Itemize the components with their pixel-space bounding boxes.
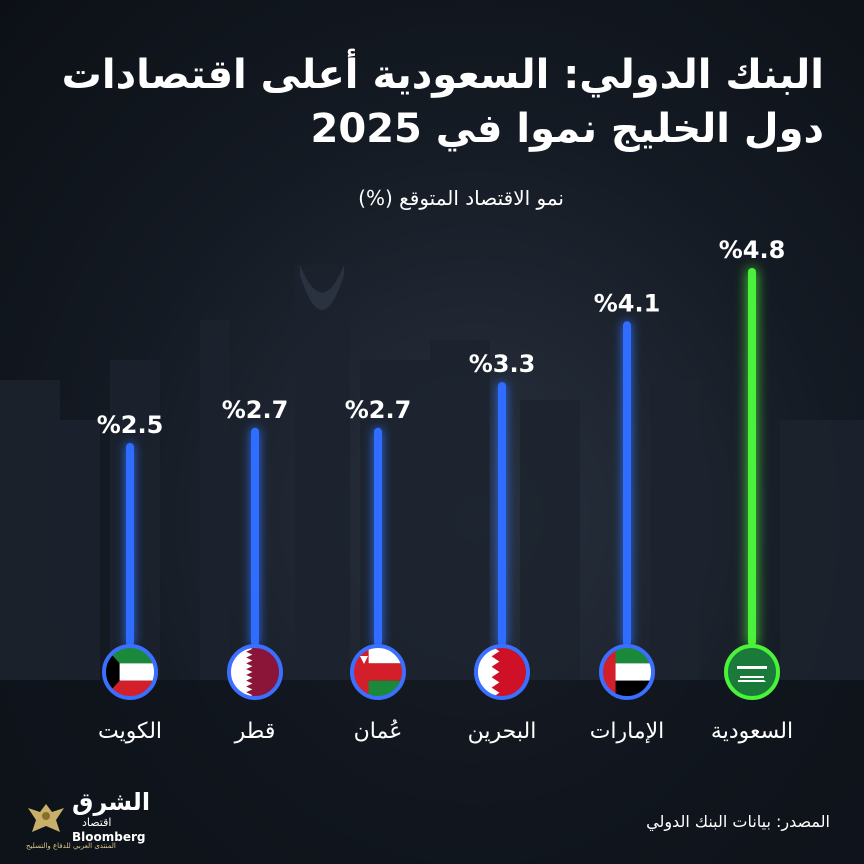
- bar-0: [126, 443, 134, 646]
- bar-2: [374, 427, 382, 646]
- value-label-1: %2.7: [222, 396, 289, 424]
- category-label-2: عُمان: [354, 719, 403, 744]
- asharq-bloomberg-logo: الشرق اقتصاد Bloomberg المنتدى العربي لل…: [20, 780, 160, 850]
- watermark-text: المنتدى العربي للدفاع والتسليح: [26, 842, 116, 850]
- category-label-4: الإمارات: [590, 719, 665, 744]
- logo-partner: Bloomberg: [72, 830, 146, 844]
- value-label-0: %2.5: [97, 411, 164, 439]
- value-label-4: %4.1: [594, 289, 661, 317]
- uae-flag-icon: [599, 644, 655, 700]
- value-label-2: %2.7: [345, 396, 412, 424]
- oman-flag-icon: [350, 644, 406, 700]
- eagle-emblem-icon: [28, 804, 64, 832]
- qatar-flag-icon: [227, 644, 283, 700]
- bar-3: [498, 382, 506, 646]
- chart-subtitle: نمو الاقتصاد المتوقع (%): [358, 186, 564, 210]
- logo-sub: اقتصاد: [82, 816, 112, 829]
- logo-name: الشرق: [72, 788, 151, 816]
- bar-4: [623, 321, 631, 646]
- bahrain-flag-icon: [474, 644, 530, 700]
- category-label-5: السعودية: [711, 719, 793, 744]
- value-label-3: %3.3: [469, 350, 536, 378]
- chart-title: البنك الدولي: السعودية أعلى اقتصادات دول…: [61, 52, 824, 152]
- value-label-5: %4.8: [719, 236, 786, 264]
- category-label-1: قطر: [234, 719, 276, 744]
- category-label-0: الكويت: [98, 719, 162, 744]
- bar-1: [251, 427, 259, 646]
- source-note: المصدر: بيانات البنك الدولي: [646, 812, 830, 831]
- bar-5: [748, 268, 756, 646]
- category-label-3: البحرين: [468, 719, 537, 744]
- kuwait-flag-icon: [102, 644, 158, 700]
- saudi-flag-icon: [724, 644, 780, 700]
